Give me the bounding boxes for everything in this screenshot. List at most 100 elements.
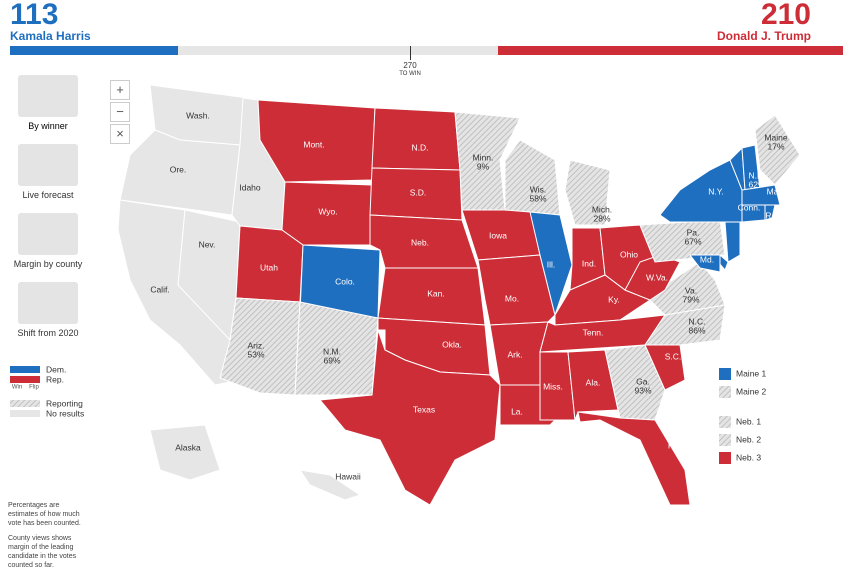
district-swatch: [719, 434, 731, 446]
view-option[interactable]: Margin by county: [8, 213, 88, 282]
state-detail: 62%: [748, 179, 765, 189]
state-detail: 69%: [323, 355, 340, 365]
view-option[interactable]: By winner: [8, 75, 88, 144]
state-label: Alaska: [175, 442, 201, 452]
state-label: Idaho: [239, 182, 261, 192]
district-label: Neb. 2: [736, 434, 761, 444]
district-swatch: [719, 368, 731, 380]
state: [504, 139, 561, 216]
state-label: Maine: [764, 132, 787, 142]
rep-score: 210: [760, 0, 811, 31]
to-win-number: 270: [403, 61, 417, 70]
rep-bar: [498, 46, 843, 55]
state-label: Miss.: [543, 381, 563, 391]
state: [688, 254, 721, 273]
dem-name: Kamala Harris: [10, 29, 91, 43]
state: [741, 184, 781, 206]
view-thumbnail: [18, 213, 78, 255]
state-label: R.I.: [765, 210, 778, 220]
view-thumbnail: [18, 282, 78, 324]
state-label: Utah: [260, 262, 278, 272]
view-label: By winner: [28, 121, 68, 131]
state: [567, 349, 619, 421]
map: Wash. Ore. Calif. Nev. Idaho Mont. Wyo. Utah Col…: [10, 84, 801, 506]
legend-label: Reporting: [46, 398, 83, 408]
state: [564, 159, 611, 226]
state-label: Okla.: [442, 339, 462, 349]
state-label: La.: [511, 406, 523, 416]
state-label: N.H.: [749, 170, 766, 180]
district-swatch: [719, 452, 731, 464]
state-detail: 58%: [529, 193, 546, 203]
state-label: S.D.: [410, 187, 427, 197]
state-detail: 86%: [688, 325, 705, 335]
state-label: Ore.: [170, 164, 187, 174]
state-detail: 9%: [477, 161, 490, 171]
legend-label: Dem.: [46, 364, 66, 374]
dem-bar: [10, 46, 178, 55]
state-detail: 28%: [593, 213, 610, 223]
state-label: Calif.: [150, 284, 169, 294]
view-label: Margin by county: [13, 259, 83, 269]
legend-swatch: [10, 410, 40, 417]
state-label: S.C.: [665, 351, 682, 361]
state-label: Mass.: [767, 186, 790, 196]
state-label: Wash.: [186, 110, 210, 120]
state: [659, 159, 743, 223]
state-detail: 93%: [634, 385, 651, 395]
state-label: Va.: [685, 285, 697, 295]
view-option[interactable]: Live forecast: [8, 144, 88, 213]
state-label: Mont.: [303, 139, 324, 149]
to-win: 270 TO WIN: [390, 62, 430, 78]
reset-zoom[interactable]: ×: [110, 124, 130, 144]
state: [604, 344, 666, 421]
state-label: N.Y.: [708, 186, 723, 196]
district-label: Maine 2: [736, 386, 767, 396]
state-label: Kan.: [427, 288, 445, 298]
zoom-out[interactable]: −: [110, 102, 130, 122]
view-label: Live forecast: [22, 190, 74, 200]
state: [577, 411, 691, 506]
state-label: Conn.: [738, 202, 761, 212]
state-label: Md.: [700, 254, 714, 264]
state-label: Tenn.: [583, 327, 604, 337]
state-label: Ark.: [507, 349, 522, 359]
state-label: Ind.: [582, 258, 596, 268]
state: [319, 329, 501, 506]
state-label: Ohio: [620, 249, 638, 259]
state: [257, 99, 376, 183]
state-detail: 79%: [682, 294, 699, 304]
district-swatch: [719, 386, 731, 398]
win-line: [410, 46, 411, 60]
state-label: Mo.: [505, 293, 519, 303]
state-label: Del.: [733, 260, 748, 270]
state-label: Wis.: [530, 184, 547, 194]
note: Percentages are estimates of how much vo…: [8, 502, 81, 527]
progress-track: [10, 46, 843, 55]
state-label: Ala.: [586, 377, 601, 387]
state: [539, 351, 576, 421]
state-label: Neb.: [411, 237, 429, 247]
legend-label: Rep.: [46, 374, 64, 384]
state-label: Minn.: [473, 152, 494, 162]
zoom-in[interactable]: +: [110, 80, 130, 100]
view-option[interactable]: Shift from 2020: [8, 282, 88, 351]
legend-win: Win: [12, 385, 22, 391]
view-thumbnail: [18, 144, 78, 186]
state-label: Ariz.: [248, 340, 265, 350]
state-label: Ill.: [547, 259, 556, 269]
state: [724, 221, 741, 263]
state: [371, 107, 461, 171]
state-label: Pa.: [687, 227, 700, 237]
to-win-label: TO WIN: [399, 71, 421, 77]
state-label: Mich.: [592, 204, 612, 214]
state-label: Ky.: [608, 294, 620, 304]
state-label: Colo.: [335, 276, 355, 286]
legend-swatch: [10, 366, 40, 373]
legend-swatch: [10, 376, 40, 383]
state-label: Texas: [413, 404, 435, 414]
view-thumbnail: [18, 75, 78, 117]
district-label: Neb. 1: [736, 416, 761, 426]
state: [529, 211, 573, 317]
state-label: N.J.: [740, 236, 755, 246]
